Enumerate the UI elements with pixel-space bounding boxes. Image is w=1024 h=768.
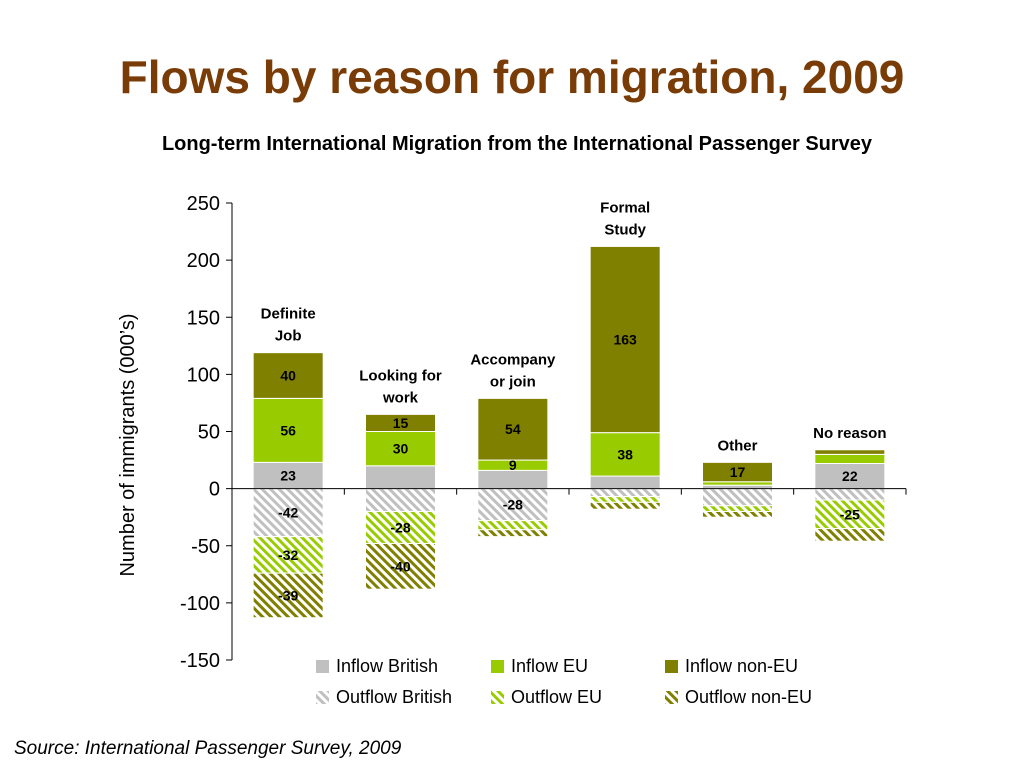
bar-other-inflow-eu — [702, 481, 773, 486]
legend-swatch-outflow-british — [316, 691, 329, 704]
bar-accompany-or-join-outflow-non-eu — [477, 529, 549, 538]
data-label: -25 — [840, 506, 860, 522]
data-label: 9 — [509, 457, 517, 473]
legend-label-inflow-british: Inflow British — [336, 656, 438, 676]
data-label: 163 — [613, 332, 637, 348]
data-label: 22 — [842, 468, 858, 484]
legend-label-inflow-eu: Inflow EU — [511, 656, 588, 676]
bar-formal-study-inflow-eu — [589, 432, 661, 477]
data-label: 56 — [280, 422, 296, 438]
y-axis-label: Number of immigrants (000’s) — [117, 313, 139, 576]
legend: Inflow British Inflow EU Inflow non-EU Outf… — [316, 656, 812, 707]
bar-formal-study-inflow-non-eu — [589, 245, 661, 434]
bar-looking-for-work-inflow-non-eu — [365, 413, 436, 432]
bar-looking-for-work-inflow-british — [365, 465, 436, 490]
category-label: Job — [275, 328, 302, 345]
y-tick-label: 0 — [209, 479, 220, 501]
bar-definite-job-outflow-non-eu — [252, 572, 324, 619]
stacked-bar-chart: 250 200 150 100 50 0 -50 -100 -150 Number of immi… — [117, 193, 907, 707]
data-label: -28 — [503, 497, 523, 513]
source-note: Source: International Passenger Survey, … — [14, 738, 402, 759]
data-label: 15 — [393, 415, 409, 431]
bar-no-reason-inflow-british — [814, 462, 886, 490]
bar-definite-job-inflow-eu — [252, 397, 324, 463]
y-tick-label: 250 — [187, 193, 220, 215]
bar-formal-study-inflow-british — [589, 475, 661, 490]
category-label: No reason — [813, 425, 886, 442]
bar-formal-study-outflow-british — [589, 488, 661, 498]
labels-layer: 23 56 40 -42 -32 -39 Definite Job 30 15 -28 -40 Look… — [261, 199, 887, 603]
legend-swatch-inflow-non-eu — [665, 660, 678, 673]
bar-no-reason-outflow-non-eu — [814, 528, 886, 542]
bars-layer — [252, 245, 886, 619]
legend-swatch-inflow-eu — [491, 660, 504, 673]
legend-label-outflow-eu: Outflow EU — [511, 687, 602, 707]
data-label: 17 — [730, 464, 746, 480]
legend-label-inflow-non-eu: Inflow non-EU — [685, 656, 798, 676]
category-label: Accompany — [470, 351, 556, 368]
y-tick-label: 100 — [187, 364, 220, 386]
bar-other-outflow-eu — [702, 505, 773, 512]
bar-formal-study-outflow-non-eu — [589, 501, 661, 510]
y-tick-label: -50 — [191, 536, 220, 558]
bar-accompany-or-join-inflow-non-eu — [477, 397, 549, 461]
y-tick-label: -150 — [180, 650, 220, 672]
legend-swatch-outflow-non-eu — [665, 691, 678, 704]
category-label: Definite — [261, 306, 316, 323]
y-tick-label: 50 — [198, 422, 220, 444]
bar-definite-job-inflow-british — [252, 461, 324, 490]
bar-other-outflow-british — [702, 488, 773, 507]
slide-title: Flows by reason for migration, 2009 — [119, 51, 905, 103]
category-label: work — [382, 389, 419, 406]
bar-definite-job-inflow-non-eu — [252, 352, 324, 399]
chart-title: Long-term International Migration from t… — [161, 133, 873, 155]
data-label: 40 — [280, 368, 296, 384]
axis-layer: 250 200 150 100 50 0 -50 -100 -150 Number of immi… — [117, 193, 907, 672]
bar-no-reason-inflow-eu — [814, 453, 886, 464]
data-label: -39 — [278, 587, 298, 603]
bar-looking-for-work-outflow-eu — [365, 510, 436, 544]
legend-swatch-inflow-british — [316, 660, 329, 673]
bar-other-inflow-british — [702, 484, 773, 490]
data-label: -42 — [278, 505, 298, 521]
category-label: or join — [490, 373, 536, 390]
category-label: Formal — [600, 199, 650, 216]
data-label: 30 — [393, 441, 409, 457]
data-label: 54 — [505, 421, 521, 437]
data-label: 38 — [617, 446, 633, 462]
category-label: Other — [717, 437, 757, 454]
data-label: 23 — [280, 467, 296, 483]
y-tick-label: 150 — [187, 307, 220, 329]
bar-no-reason-outflow-british — [814, 488, 886, 501]
bar-other-inflow-non-eu — [702, 461, 773, 483]
bar-no-reason-outflow-eu — [814, 499, 886, 530]
data-label: -28 — [390, 519, 410, 535]
category-label: Looking for — [359, 367, 442, 384]
bar-no-reason-inflow-non-eu — [814, 449, 886, 455]
bar-looking-for-work-inflow-eu — [365, 431, 436, 467]
bar-looking-for-work-outflow-british — [365, 488, 436, 512]
legend-label-outflow-british: Outflow British — [336, 687, 452, 707]
category-label: Study — [604, 221, 646, 238]
legend-swatch-outflow-eu — [491, 691, 504, 704]
data-label: -40 — [390, 558, 410, 574]
bar-accompany-or-join-outflow-eu — [477, 520, 549, 531]
data-label: -32 — [278, 547, 298, 563]
bar-looking-for-work-outflow-non-eu — [365, 542, 436, 590]
y-tick-label: -100 — [180, 593, 220, 615]
legend-label-outflow-non-eu: Outflow non-EU — [685, 687, 812, 707]
bar-other-outflow-non-eu — [702, 510, 773, 518]
y-tick-label: 200 — [187, 250, 220, 272]
bar-formal-study-outflow-eu — [589, 496, 661, 503]
